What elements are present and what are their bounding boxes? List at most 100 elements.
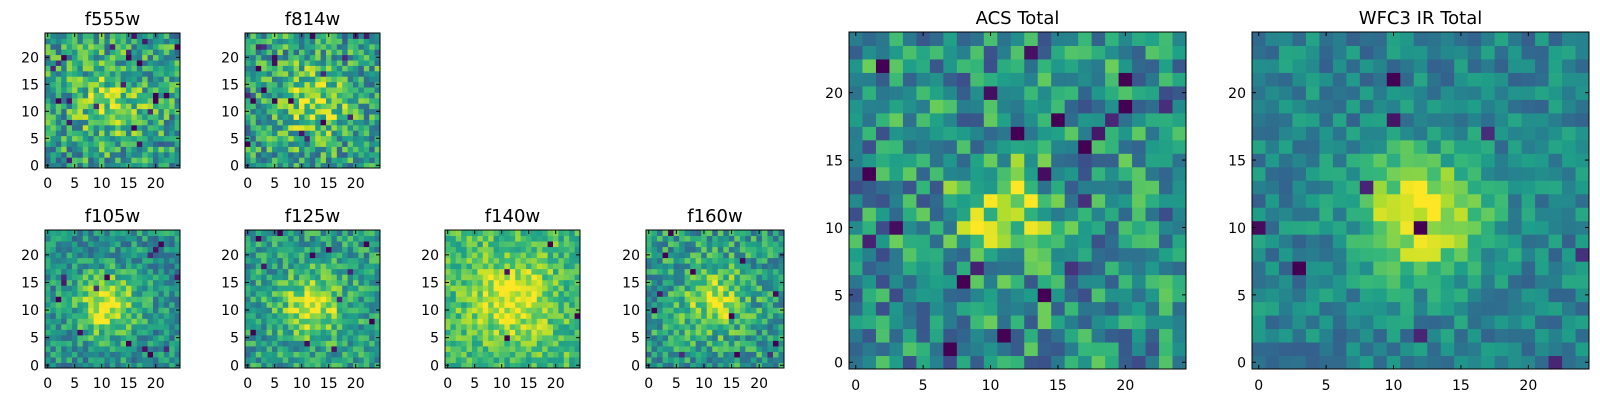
heatmap-cell [1051, 180, 1066, 195]
heatmap-cell [1118, 58, 1133, 73]
y-tick-label: 5 [230, 331, 239, 347]
heatmap-cell [299, 108, 305, 115]
heatmap-cell [261, 345, 268, 352]
heatmap-cell [342, 307, 349, 314]
heatmap-cell [929, 180, 944, 195]
heatmap-cell [136, 65, 143, 72]
heatmap-cell [288, 38, 295, 45]
heatmap-cell [320, 162, 327, 169]
heatmap-cell [929, 342, 944, 357]
heatmap-cell [320, 290, 327, 297]
heatmap-cell [66, 334, 73, 341]
heatmap-cell [255, 301, 262, 308]
heatmap-cell [93, 124, 100, 131]
heatmap-cell [115, 103, 122, 110]
heatmap-cell [997, 288, 1012, 303]
heatmap-cell [153, 108, 159, 115]
heatmap-cell [315, 135, 322, 142]
heatmap-cell [61, 114, 68, 120]
heatmap-cell [336, 135, 343, 142]
heatmap-cell [646, 318, 653, 325]
heatmap-cell [336, 124, 343, 131]
heatmap-cell [761, 274, 768, 281]
heatmap-cell [515, 312, 522, 319]
x-tick-label: 5 [672, 376, 681, 392]
heatmap-cell [126, 268, 132, 275]
heatmap-cell [261, 33, 268, 39]
heatmap-cell [563, 246, 570, 253]
heatmap-cell [120, 87, 127, 93]
heatmap-cell [1091, 220, 1106, 235]
heatmap-cell [320, 345, 327, 352]
heatmap-cell [66, 230, 73, 237]
heatmap-cell [536, 252, 543, 259]
heatmap-cell [342, 312, 349, 319]
heatmap-cell [461, 257, 468, 264]
heatmap-cell [477, 356, 484, 363]
heatmap-cell [288, 241, 295, 248]
heatmap-cell [109, 334, 116, 341]
heatmap-cell [450, 345, 457, 352]
heatmap-cell [104, 290, 111, 297]
heatmap-cell [93, 114, 100, 120]
heatmap-cell [1521, 180, 1536, 195]
heatmap-cell [255, 296, 262, 303]
heatmap-cell [455, 235, 462, 242]
heatmap-cell [282, 76, 289, 83]
heatmap-cell [293, 76, 300, 83]
heatmap-cell [849, 126, 863, 141]
heatmap-cell [261, 274, 268, 281]
heatmap-cell [169, 318, 176, 325]
heatmap-cell [272, 81, 278, 88]
heatmap-cell [72, 92, 78, 99]
heatmap-cell [849, 261, 863, 276]
heatmap-cell [369, 323, 376, 330]
heatmap-cell [293, 285, 300, 292]
heatmap-cell [679, 296, 686, 303]
heatmap-cell [55, 307, 62, 314]
heatmap-cell [99, 279, 105, 286]
heatmap-cell [547, 296, 554, 303]
heatmap-cell [374, 151, 381, 158]
heatmap-cell [772, 235, 779, 242]
heatmap-cell [558, 340, 565, 347]
heatmap-cell [163, 130, 170, 137]
heatmap-cell [61, 268, 68, 275]
heatmap-cell [374, 119, 381, 126]
x-tick-label: 15 [120, 176, 138, 192]
heatmap-cell [45, 130, 51, 137]
heatmap-cell [761, 279, 768, 286]
heatmap-cell [369, 33, 376, 39]
heatmap-cell [50, 268, 57, 275]
heatmap-cell [82, 38, 89, 45]
heatmap-cell [761, 241, 768, 248]
heatmap-cell [109, 362, 116, 369]
heatmap-cell [526, 235, 532, 242]
heatmap-cell [1373, 274, 1388, 289]
heatmap-cell [61, 92, 68, 99]
heatmap-cell [875, 207, 890, 222]
heatmap-cell [336, 323, 343, 330]
heatmap-cell [61, 290, 68, 297]
heatmap-cell [488, 356, 495, 363]
heatmap-cell [690, 318, 697, 325]
heatmap-cell [997, 301, 1012, 316]
heatmap-cell [61, 157, 68, 164]
heatmap-cell [772, 290, 779, 297]
heatmap-cell [126, 323, 132, 330]
heatmap-cell [245, 87, 251, 93]
heatmap-cell [1010, 72, 1025, 87]
heatmap-cell [358, 81, 365, 88]
heatmap-cell [712, 230, 719, 237]
heatmap-cell [997, 342, 1012, 357]
heatmap-cell [531, 340, 538, 347]
heatmap-cell [326, 268, 332, 275]
heatmap-cell [282, 268, 289, 275]
heatmap-cell [288, 162, 295, 169]
heatmap-cell [916, 342, 931, 357]
heatmap-cell [662, 279, 669, 286]
heatmap-cell [706, 257, 713, 264]
heatmap-cell [1305, 328, 1320, 343]
heatmap-cell [1359, 247, 1374, 262]
heatmap-cell [147, 246, 154, 253]
